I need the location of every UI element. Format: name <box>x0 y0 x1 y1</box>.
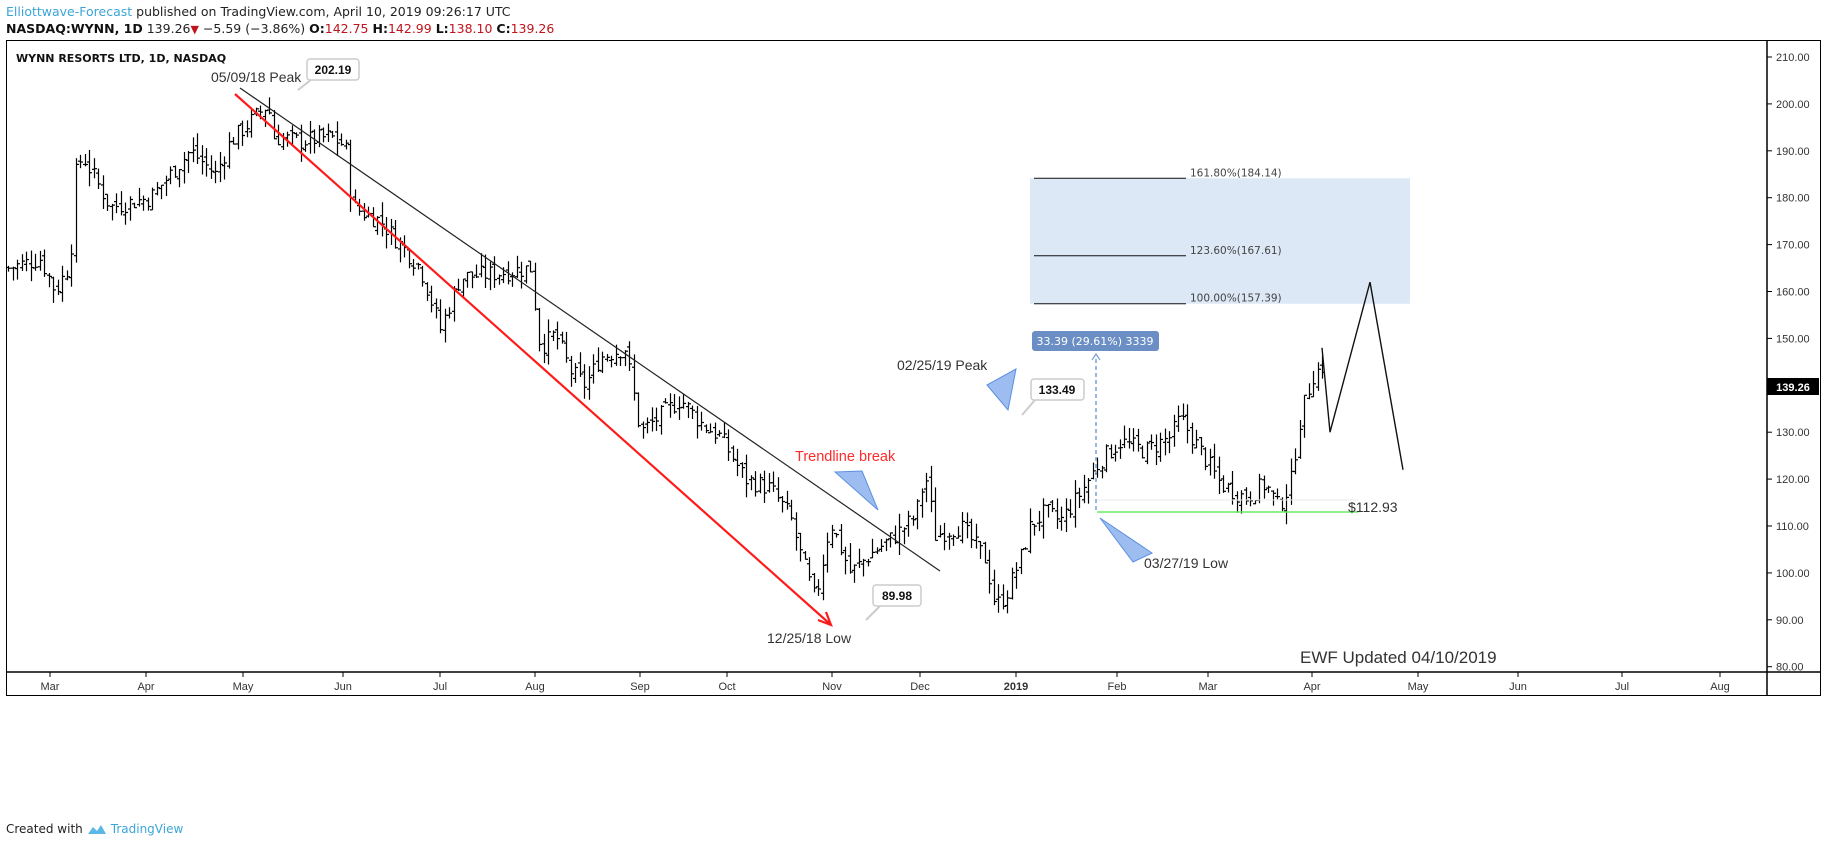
time-tick-label: Jun <box>334 681 352 693</box>
price-tick-label: 170.00 <box>1776 240 1810 252</box>
price-tick-label: 100.00 <box>1776 568 1810 580</box>
price-tick-label: 180.00 <box>1776 193 1810 205</box>
open-value: 142.75 <box>324 21 369 36</box>
chart-title: WYNN RESORTS LTD, 1D, NASDAQ <box>16 52 227 65</box>
fib-level-label: 161.80%(184.14) <box>1190 167 1282 179</box>
time-axis[interactable]: Mar Apr May Jun Jul Aug Sep Oct Nov Dec 2019 Feb Mar… <box>41 672 1730 693</box>
time-tick-label: Aug <box>1710 681 1730 693</box>
peak2-label: 02/25/19 Peak <box>897 357 988 373</box>
price-tick-label: 130.00 <box>1776 427 1810 439</box>
support-label: $112.93 <box>1348 499 1398 515</box>
publish-info: Elliottwave-Forecast published on Tradin… <box>6 4 511 19</box>
tradingview-link[interactable]: TradingView <box>110 822 184 836</box>
callout-202: 202.19 <box>297 58 360 91</box>
price-axis[interactable]: 210.00 200.00 190.00 180.00 170.00 160.00 150.… <box>1767 52 1810 674</box>
close-label: C: <box>496 21 511 36</box>
peak-triangle-icon <box>986 368 1017 412</box>
price-tick-label: 110.00 <box>1776 521 1809 533</box>
time-tick-label: Sep <box>630 681 650 693</box>
close-value: 139.26 <box>510 21 555 36</box>
price-tick-label: 190.00 <box>1776 146 1810 158</box>
time-tick-label: Jun <box>1509 681 1527 693</box>
time-tick-label: Oct <box>718 681 735 693</box>
high-value: 142.99 <box>387 21 432 36</box>
svg-text:202.19: 202.19 <box>315 63 352 77</box>
price-tick-label: 90.00 <box>1776 615 1804 627</box>
last-price-badge-text: 139.26 <box>1776 382 1810 394</box>
measure-label-bg <box>1032 331 1159 351</box>
time-tick-label: Apr <box>137 681 154 693</box>
time-tick-label: Jul <box>1615 681 1629 693</box>
red-arrow-line[interactable] <box>234 93 831 625</box>
fib-levels: 161.80%(184.14) 123.60%(167.61) 100.00%(15… <box>1034 167 1282 305</box>
time-tick-label: Mar <box>41 681 60 693</box>
fib-extension-zone[interactable] <box>1030 178 1410 304</box>
down-arrow-icon: ▼ <box>190 23 199 36</box>
low1-label: 12/25/18 Low <box>767 630 852 646</box>
last-price-badge <box>1767 378 1819 395</box>
chart-frame <box>6 40 1821 696</box>
price-tick-label: 150.00 <box>1776 333 1810 345</box>
price-tick-label: 210.00 <box>1776 52 1810 64</box>
footer: Created with TradingView <box>6 822 183 836</box>
time-tick-label: Aug <box>525 681 545 693</box>
published-text: published on TradingView.com, April 10, … <box>136 4 511 19</box>
symbol-info: NASDAQ:WYNN, 1D 139.26▼ −5.59 (−3.86%) O… <box>6 21 554 36</box>
time-tick-label: Nov <box>822 681 842 693</box>
last-price: 139.26 <box>146 21 191 36</box>
fib-level-label: 123.60%(167.61) <box>1190 245 1282 257</box>
time-tick-label: Dec <box>910 681 930 693</box>
low-label: L: <box>435 21 449 36</box>
low-value: 138.10 <box>448 21 493 36</box>
created-with-text: Created with <box>6 822 83 836</box>
price-tick-label: 160.00 <box>1776 287 1810 299</box>
projection-path[interactable] <box>1321 281 1404 470</box>
time-tick-label: May <box>233 681 254 693</box>
red-arrow-head-icon <box>817 611 833 627</box>
peak1-label: 05/09/18 Peak <box>211 69 302 85</box>
trendline-break-triangle-icon <box>833 470 879 511</box>
price-tick-label: 80.00 <box>1776 662 1804 674</box>
svg-text:133.49: 133.49 <box>1039 383 1076 397</box>
price-tick-label: 120.00 <box>1776 474 1810 486</box>
high-label: H: <box>372 21 388 36</box>
callout-13349: 133.49 <box>1021 378 1085 416</box>
svg-text:89.98: 89.98 <box>882 589 912 603</box>
time-tick-label: May <box>1408 681 1429 693</box>
measure-label: 33.39 (29.61%) 3339 <box>1036 335 1153 348</box>
time-tick-label: Apr <box>1303 681 1320 693</box>
price-change: −5.59 (−3.86%) <box>202 21 306 36</box>
time-tick-label: Jul <box>433 681 447 693</box>
symbol: NASDAQ:WYNN, 1D <box>6 21 143 36</box>
tradingview-logo-icon <box>87 825 106 834</box>
measure-arrow-icon <box>1091 352 1101 361</box>
time-tick-label: 2019 <box>1004 681 1028 693</box>
descending-trendline[interactable] <box>239 87 941 572</box>
ewf-watermark: EWF Updated 04/10/2019 <box>1300 648 1497 667</box>
author-link[interactable]: Elliottwave-Forecast <box>6 4 133 19</box>
callout-8998: 89.98 <box>865 584 922 621</box>
price-tick-label: 200.00 <box>1776 99 1810 111</box>
open-label: O: <box>309 21 325 36</box>
trendline-break-label: Trendline break <box>795 449 896 465</box>
low-triangle-icon <box>1099 517 1154 563</box>
low2-label: 03/27/19 Low <box>1144 555 1229 571</box>
fib-level-label: 100.00%(157.39) <box>1190 293 1282 305</box>
time-tick-label: Feb <box>1108 681 1127 693</box>
time-tick-label: Mar <box>1199 681 1218 693</box>
